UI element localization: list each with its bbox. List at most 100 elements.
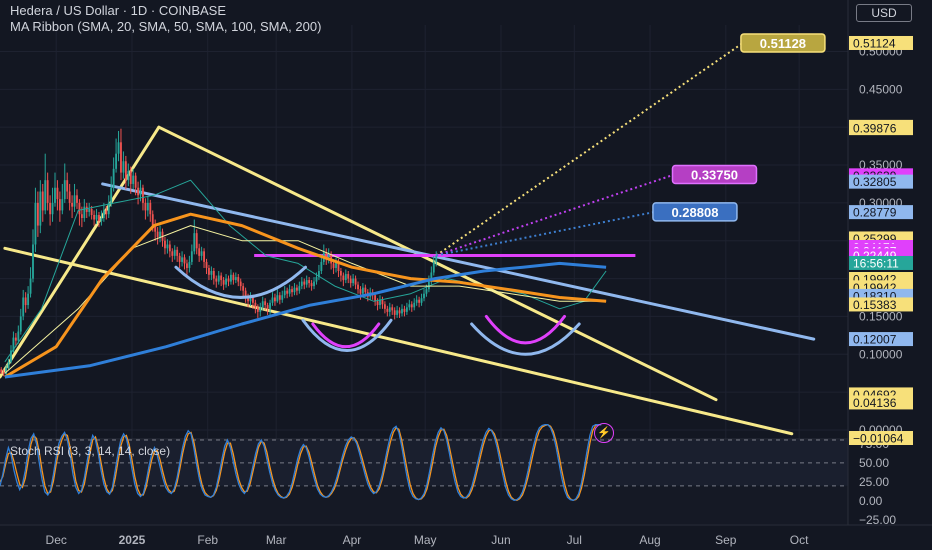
candle-body (349, 278, 352, 284)
time-tick-5: May (414, 533, 437, 547)
stoch-tick-2: 25.00 (859, 475, 889, 489)
candle-body (242, 286, 245, 291)
candle (7, 358, 10, 370)
candle-body (54, 187, 56, 203)
candle-body (222, 280, 225, 285)
candle-body (335, 261, 337, 268)
candle-body (120, 142, 122, 173)
candle (24, 292, 27, 313)
candle-body (344, 274, 347, 281)
candle (90, 205, 93, 220)
candle-body (208, 267, 210, 275)
candle-body (17, 331, 20, 341)
candle (410, 301, 413, 312)
price-badge (849, 205, 913, 220)
time-tick-8: Aug (639, 533, 660, 547)
indicator-legend[interactable]: MA Ribbon (SMA, 20, SMA, 50, SMA, 100, S… (10, 19, 322, 34)
candle-body (83, 206, 86, 219)
candle-body (164, 240, 166, 249)
candle (342, 272, 345, 287)
candle (339, 267, 342, 282)
candle-body (0, 369, 3, 373)
candle (413, 298, 416, 311)
candle (225, 274, 227, 288)
candle (423, 289, 425, 302)
candle-body (212, 270, 215, 279)
candle (347, 270, 350, 284)
candle-body (32, 244, 34, 279)
candle-body (36, 202, 39, 226)
candle (183, 254, 186, 270)
candle (273, 293, 276, 306)
target-box (671, 164, 758, 185)
candle (76, 189, 78, 209)
candle (93, 210, 96, 226)
candle (432, 255, 435, 276)
price-badge-value: 0.51124 (853, 36, 896, 50)
price-tick-1: 0.45000 (859, 82, 903, 96)
candle (393, 307, 396, 320)
candle (435, 251, 438, 267)
candle (176, 246, 179, 262)
candle-body (24, 297, 27, 306)
time-tick-2: Feb (197, 533, 218, 547)
candle (36, 191, 39, 237)
candle (5, 364, 8, 376)
candle (264, 298, 267, 311)
candle (122, 151, 125, 179)
price-badge (849, 255, 913, 270)
candle (298, 281, 301, 294)
candle-body (230, 274, 232, 282)
candle (200, 246, 203, 261)
candle-body (105, 210, 108, 215)
candle (256, 304, 259, 318)
candle (44, 153, 47, 215)
candle-body (127, 171, 130, 181)
candle (232, 272, 235, 285)
candle-body (100, 218, 103, 222)
candle-body (98, 214, 100, 222)
candle (269, 299, 271, 317)
candle-body (22, 297, 25, 317)
candle (168, 240, 171, 258)
target-path-0 (435, 42, 744, 257)
candle-body (303, 281, 306, 285)
candle (186, 259, 188, 275)
candle-body (225, 278, 227, 285)
currency-button[interactable]: USD (856, 4, 912, 22)
candle (98, 211, 100, 228)
price-label-2: 0.39876 (849, 121, 913, 136)
candle-body (281, 295, 284, 300)
candle-body (347, 274, 350, 279)
candle (49, 195, 52, 226)
candle-body (259, 307, 262, 312)
stoch-rsi-title[interactable]: Stoch RSI (3, 3, 14, 14, close) (10, 444, 171, 458)
candle-body (315, 277, 318, 282)
price-label-5: 0.28779 (849, 205, 913, 220)
target-box (652, 202, 738, 222)
candle (0, 367, 3, 374)
candle-body (44, 180, 47, 211)
candle (88, 202, 91, 217)
candle-body (76, 195, 78, 203)
candle (63, 163, 66, 203)
target-path-1 (435, 173, 675, 257)
candle-body (51, 202, 54, 215)
candle (19, 308, 22, 335)
candle-body (151, 214, 154, 226)
candle (178, 252, 181, 268)
price-badge-value: 0.04136 (853, 396, 897, 410)
candle (195, 229, 198, 255)
candle (127, 163, 130, 187)
price-label-17: 0.04136 (849, 395, 913, 410)
candle-body (264, 301, 267, 306)
candle-body (342, 275, 345, 281)
candle-body (171, 251, 174, 256)
candle-body (425, 289, 428, 294)
candle (164, 236, 166, 255)
candle (420, 293, 423, 306)
candle-body (234, 277, 237, 281)
lightning-icon[interactable]: ⚡ (594, 423, 614, 443)
candle (396, 305, 399, 318)
